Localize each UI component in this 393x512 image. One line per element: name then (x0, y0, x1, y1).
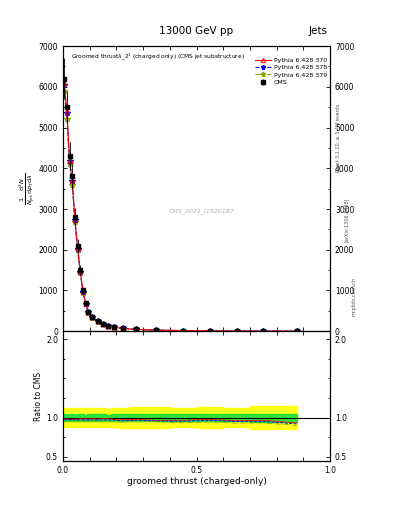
Pythia 6.428 378 (95, 318, 100, 325)
Pythia 6.428 370 (81, 288, 85, 294)
Pythia 6.428 379 (83, 301, 88, 307)
Y-axis label: Ratio to CMS: Ratio to CMS (34, 371, 43, 420)
Pythia 6.428 379 (154, 327, 159, 333)
Pythia 6.428 370 (64, 108, 69, 114)
Pythia 6.428 378 (154, 327, 159, 333)
Pythia 6.428 370 (261, 328, 266, 334)
Text: Groomed thrust$\lambda\_2^1$ (charged only) (CMS jet substructure): Groomed thrust$\lambda\_2^1$ (charged on… (71, 52, 245, 62)
Pythia 6.428 379 (75, 247, 80, 253)
Pythia 6.428 379 (73, 219, 77, 225)
Pythia 6.428 379 (134, 326, 139, 332)
Pythia 6.428 378 (261, 328, 266, 334)
Pythia 6.428 378 (90, 314, 95, 321)
Pythia 6.428 370 (86, 309, 91, 315)
Pythia 6.428 378 (234, 328, 239, 334)
Pythia 6.428 378 (208, 328, 212, 334)
Pythia 6.428 370 (121, 325, 125, 331)
Pythia 6.428 378 (78, 269, 83, 275)
Pythia 6.428 378 (101, 321, 105, 327)
Pythia 6.428 379 (67, 161, 72, 167)
Pythia 6.428 379 (121, 326, 125, 332)
Pythia 6.428 378 (64, 110, 69, 116)
Pythia 6.428 370 (62, 80, 66, 86)
Y-axis label: $\frac{1}{N_\mathrm{jet}}\frac{\mathrm{d}^2N}{\mathrm{d}p_T\mathrm{d}\lambda}$: $\frac{1}{N_\mathrm{jet}}\frac{\mathrm{d… (17, 173, 37, 205)
Pythia 6.428 379 (78, 269, 83, 275)
Pythia 6.428 370 (95, 318, 100, 324)
Pythia 6.428 378 (121, 326, 125, 332)
Pythia 6.428 378 (294, 328, 299, 334)
Text: mcplots.cern.ch: mcplots.cern.ch (352, 278, 357, 316)
Pythia 6.428 378 (67, 158, 72, 164)
Pythia 6.428 378 (62, 82, 66, 88)
Pythia 6.428 379 (86, 309, 91, 315)
Pythia 6.428 379 (101, 321, 105, 327)
Pythia 6.428 379 (95, 318, 100, 325)
Pythia 6.428 378 (134, 326, 139, 332)
Pythia 6.428 379 (70, 181, 75, 187)
Line: Pythia 6.428 379: Pythia 6.428 379 (61, 88, 299, 334)
Pythia 6.428 378 (106, 323, 111, 329)
Pythia 6.428 378 (75, 245, 80, 251)
Pythia 6.428 379 (81, 289, 85, 295)
X-axis label: groomed thrust (charged-only): groomed thrust (charged-only) (127, 477, 266, 486)
Pythia 6.428 379 (294, 328, 299, 334)
Pythia 6.428 370 (111, 324, 116, 330)
Pythia 6.428 378 (81, 289, 85, 295)
Pythia 6.428 370 (70, 178, 75, 184)
Pythia 6.428 370 (106, 323, 111, 329)
Pythia 6.428 379 (261, 328, 266, 334)
Pythia 6.428 379 (90, 314, 95, 321)
Pythia 6.428 378 (86, 309, 91, 315)
Text: Jets: Jets (309, 26, 327, 36)
Line: Pythia 6.428 378: Pythia 6.428 378 (61, 82, 299, 334)
Pythia 6.428 370 (75, 245, 80, 251)
Pythia 6.428 370 (78, 268, 83, 274)
Pythia 6.428 370 (73, 216, 77, 222)
Pythia 6.428 379 (62, 88, 66, 94)
Text: [arXiv:1306.3438]: [arXiv:1306.3438] (344, 198, 349, 242)
Text: Rivet 3.1.10, ≥ 3.4M events: Rivet 3.1.10, ≥ 3.4M events (336, 104, 341, 173)
Pythia 6.428 370 (83, 300, 88, 306)
Pythia 6.428 379 (64, 116, 69, 122)
Pythia 6.428 379 (106, 323, 111, 329)
Pythia 6.428 370 (181, 328, 185, 334)
Pythia 6.428 379 (181, 328, 185, 334)
Text: CMS_2021_I1920187: CMS_2021_I1920187 (169, 208, 235, 215)
Pythia 6.428 370 (234, 328, 239, 334)
Pythia 6.428 378 (111, 324, 116, 330)
Pythia 6.428 370 (154, 327, 159, 333)
Pythia 6.428 370 (208, 328, 212, 334)
Pythia 6.428 370 (294, 328, 299, 334)
Pythia 6.428 370 (67, 157, 72, 163)
Pythia 6.428 379 (111, 324, 116, 330)
Pythia 6.428 370 (101, 321, 105, 327)
Pythia 6.428 378 (83, 301, 88, 307)
Pythia 6.428 378 (181, 328, 185, 334)
Legend: Pythia 6.428 370, Pythia 6.428 378, Pythia 6.428 379, CMS: Pythia 6.428 370, Pythia 6.428 378, Pyth… (255, 58, 327, 85)
Pythia 6.428 379 (208, 328, 212, 334)
Text: 13000 GeV pp: 13000 GeV pp (160, 26, 233, 36)
Pythia 6.428 378 (70, 178, 75, 184)
Pythia 6.428 378 (73, 217, 77, 223)
Pythia 6.428 370 (90, 314, 95, 320)
Pythia 6.428 379 (234, 328, 239, 334)
Line: Pythia 6.428 370: Pythia 6.428 370 (62, 80, 299, 334)
Pythia 6.428 370 (134, 326, 139, 332)
